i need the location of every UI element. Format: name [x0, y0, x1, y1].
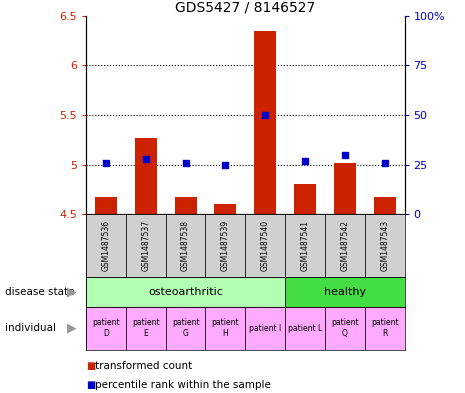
Bar: [246, 214, 285, 277]
Text: GSM1487536: GSM1487536: [101, 220, 110, 271]
Bar: [365, 307, 405, 350]
Text: transformed count: transformed count: [95, 361, 193, 371]
Point: [222, 162, 229, 168]
Bar: [285, 307, 325, 350]
Bar: [206, 214, 246, 277]
Bar: [135, 138, 157, 214]
Bar: [126, 214, 166, 277]
Bar: [86, 214, 126, 277]
Text: patient
D: patient D: [92, 318, 120, 338]
Bar: [294, 184, 316, 214]
Text: GSM1487540: GSM1487540: [261, 220, 270, 271]
Text: ▶: ▶: [67, 321, 77, 335]
Text: GSM1487541: GSM1487541: [300, 220, 310, 271]
Text: GSM1487542: GSM1487542: [340, 220, 349, 271]
Point: [301, 158, 309, 164]
Text: ▶: ▶: [67, 285, 77, 298]
Text: patient
G: patient G: [172, 318, 199, 338]
Text: ■: ■: [86, 380, 95, 390]
Bar: [86, 307, 126, 350]
Point: [341, 151, 349, 158]
Text: healthy: healthy: [324, 287, 366, 297]
Text: patient
H: patient H: [212, 318, 239, 338]
Bar: [95, 197, 117, 214]
Point: [102, 160, 110, 166]
Text: disease state: disease state: [5, 287, 74, 297]
Bar: [285, 277, 405, 307]
Title: GDS5427 / 8146527: GDS5427 / 8146527: [175, 0, 315, 15]
Text: GSM1487543: GSM1487543: [380, 220, 389, 271]
Point: [261, 112, 269, 118]
Bar: [166, 214, 206, 277]
Text: percentile rank within the sample: percentile rank within the sample: [95, 380, 271, 390]
Point: [182, 160, 189, 166]
Text: patient I: patient I: [249, 324, 281, 332]
Bar: [246, 307, 285, 350]
Bar: [166, 307, 206, 350]
Bar: [325, 214, 365, 277]
Text: patient
R: patient R: [371, 318, 399, 338]
Bar: [206, 307, 246, 350]
Point: [381, 160, 388, 166]
Bar: [214, 204, 236, 214]
Text: GSM1487538: GSM1487538: [181, 220, 190, 271]
Text: patient
Q: patient Q: [331, 318, 359, 338]
Bar: [285, 214, 325, 277]
Text: GSM1487537: GSM1487537: [141, 220, 150, 271]
Bar: [175, 197, 197, 214]
Bar: [254, 31, 276, 214]
Text: ■: ■: [86, 361, 95, 371]
Text: patient
E: patient E: [132, 318, 159, 338]
Bar: [365, 214, 405, 277]
Bar: [334, 163, 356, 214]
Text: osteoarthritic: osteoarthritic: [148, 287, 223, 297]
Text: GSM1487539: GSM1487539: [221, 220, 230, 271]
Text: individual: individual: [5, 323, 56, 333]
Bar: [374, 197, 396, 214]
Bar: [325, 307, 365, 350]
Bar: [86, 277, 285, 307]
Text: patient L: patient L: [288, 324, 322, 332]
Point: [142, 156, 149, 162]
Bar: [126, 307, 166, 350]
